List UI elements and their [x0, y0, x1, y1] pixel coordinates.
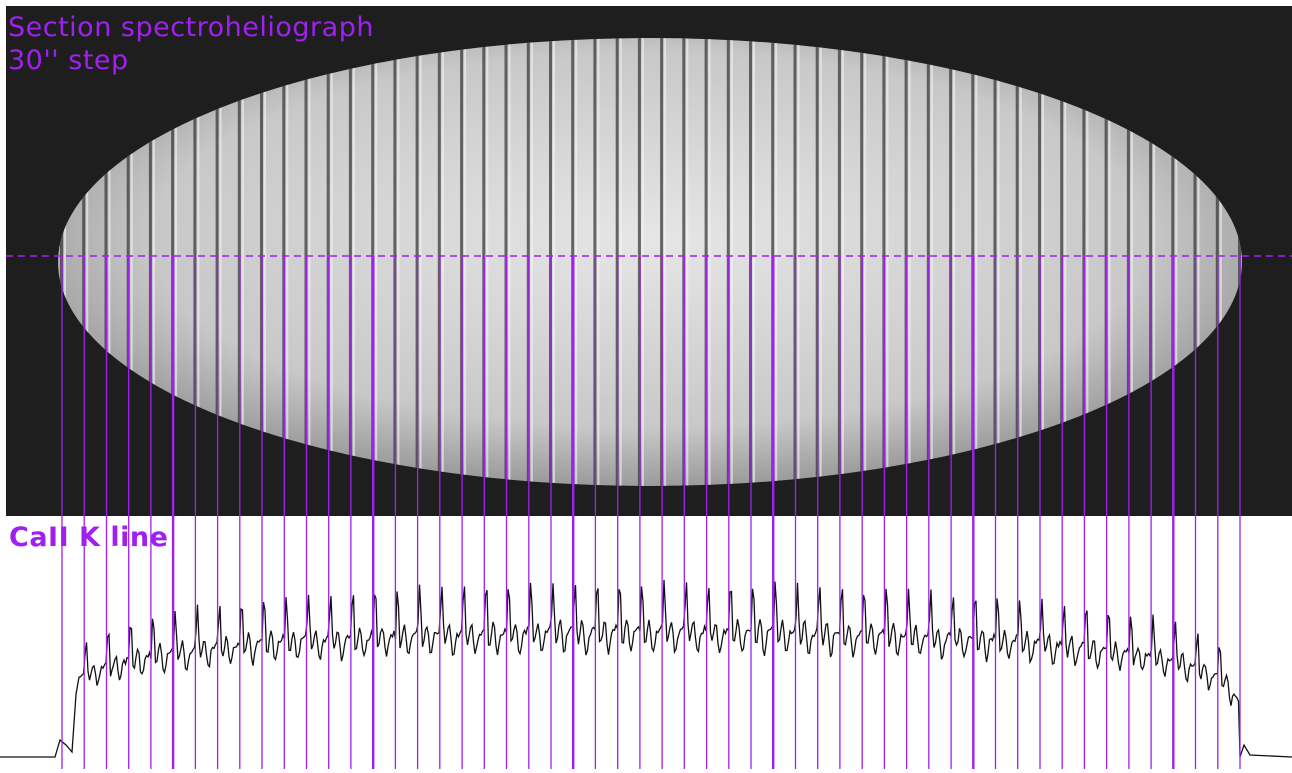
figure-title-line1: Section spectroheliograph	[8, 12, 374, 43]
slit-stripe-highlight	[175, 38, 178, 486]
slit-stripe-highlight	[352, 38, 355, 486]
slit-stripe-highlight	[930, 38, 933, 486]
plot-label: CaII K line	[9, 522, 169, 553]
slit-stripe-highlight	[397, 38, 400, 486]
slit-stripe-highlight	[330, 38, 333, 486]
slit-stripe-highlight	[864, 38, 867, 486]
slit-stripe-highlight	[219, 38, 222, 486]
cak-line-trace	[0, 579, 1292, 758]
slit-stripe-highlight	[152, 38, 155, 486]
slit-stripe-highlight	[1175, 38, 1178, 486]
slit-stripe-highlight	[197, 38, 200, 486]
slit-stripe-highlight	[553, 38, 555, 486]
slit-stripe-highlight	[1064, 38, 1067, 486]
slit-stripe-highlight	[664, 38, 667, 486]
slit-stripe-highlight	[286, 38, 289, 486]
slit-stripe-highlight	[641, 38, 644, 486]
slit-stripe-highlight	[841, 38, 844, 486]
slit-stripe-highlight	[953, 38, 956, 486]
slit-stripe-highlight	[730, 38, 733, 486]
slit-stripe-highlight	[130, 38, 133, 486]
slit-stripe-highlight	[108, 38, 111, 486]
slit-stripe-highlight	[597, 38, 600, 486]
slit-stripe-highlight	[1153, 38, 1156, 486]
slit-stripe-highlight	[1197, 38, 1200, 486]
slit-stripe-highlight	[441, 38, 444, 486]
slit-stripe-highlight	[708, 38, 711, 486]
slit-stripe-highlight	[375, 38, 378, 486]
slit-stripe-highlight	[241, 38, 244, 486]
slit-stripe-highlight	[1042, 38, 1044, 486]
figure-title-line2: 30'' step	[8, 45, 129, 76]
slit-stripe-highlight	[419, 38, 422, 486]
step-markers	[61, 256, 1241, 769]
slit-stripe-highlight	[775, 38, 778, 486]
slit-stripe-highlight	[308, 38, 311, 486]
slit-stripe-highlight	[886, 38, 889, 486]
slit-stripe-highlight	[508, 38, 511, 486]
plot-panel-background	[0, 516, 1292, 769]
slit-stripe-highlight	[619, 38, 622, 486]
slit-stripe-highlight	[975, 38, 978, 486]
slit-stripe-highlight	[575, 38, 578, 486]
slit-stripe-highlight	[264, 38, 266, 486]
slit-stripe-highlight	[1108, 38, 1111, 486]
slit-stripe-highlight	[819, 38, 822, 486]
slit-stripe-highlight	[464, 38, 467, 486]
slit-stripe-highlight	[797, 38, 800, 486]
slit-stripe-highlight	[86, 38, 89, 486]
slit-stripe-highlight	[486, 38, 489, 486]
slit-stripe-highlight	[1019, 38, 1022, 486]
slit-stripe-highlight	[1219, 38, 1222, 486]
slit-stripe-highlight	[997, 38, 1000, 486]
slit-stripe-highlight	[1130, 38, 1133, 486]
slit-stripe-highlight	[64, 38, 66, 486]
slit-stripe-highlight	[1086, 38, 1089, 486]
slit-stripe-highlight	[908, 38, 911, 486]
slit-stripe-highlight	[530, 38, 533, 486]
slit-stripe-highlight	[686, 38, 689, 486]
slit-stripe-highlight	[753, 38, 755, 486]
